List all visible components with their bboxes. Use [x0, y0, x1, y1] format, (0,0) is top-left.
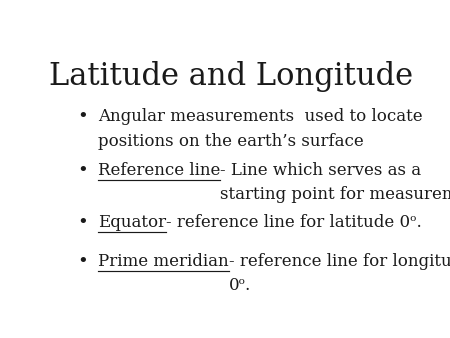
Text: Reference line: Reference line — [98, 162, 220, 178]
Text: - reference line for latitude 0ᵒ.: - reference line for latitude 0ᵒ. — [166, 214, 422, 231]
Text: Equator: Equator — [98, 214, 166, 231]
Text: Prime meridian: Prime meridian — [98, 253, 229, 270]
Text: •: • — [77, 214, 88, 232]
Text: •: • — [77, 162, 88, 179]
Text: - reference line for longitude
0ᵒ.: - reference line for longitude 0ᵒ. — [229, 253, 450, 294]
Text: - Line which serves as a
starting point for measurement.: - Line which serves as a starting point … — [220, 162, 450, 203]
Text: •: • — [77, 108, 88, 126]
Text: Latitude and Longitude: Latitude and Longitude — [49, 62, 413, 92]
Text: Angular measurements  used to locate
positions on the earth’s surface: Angular measurements used to locate posi… — [98, 108, 423, 150]
Text: •: • — [77, 253, 88, 271]
